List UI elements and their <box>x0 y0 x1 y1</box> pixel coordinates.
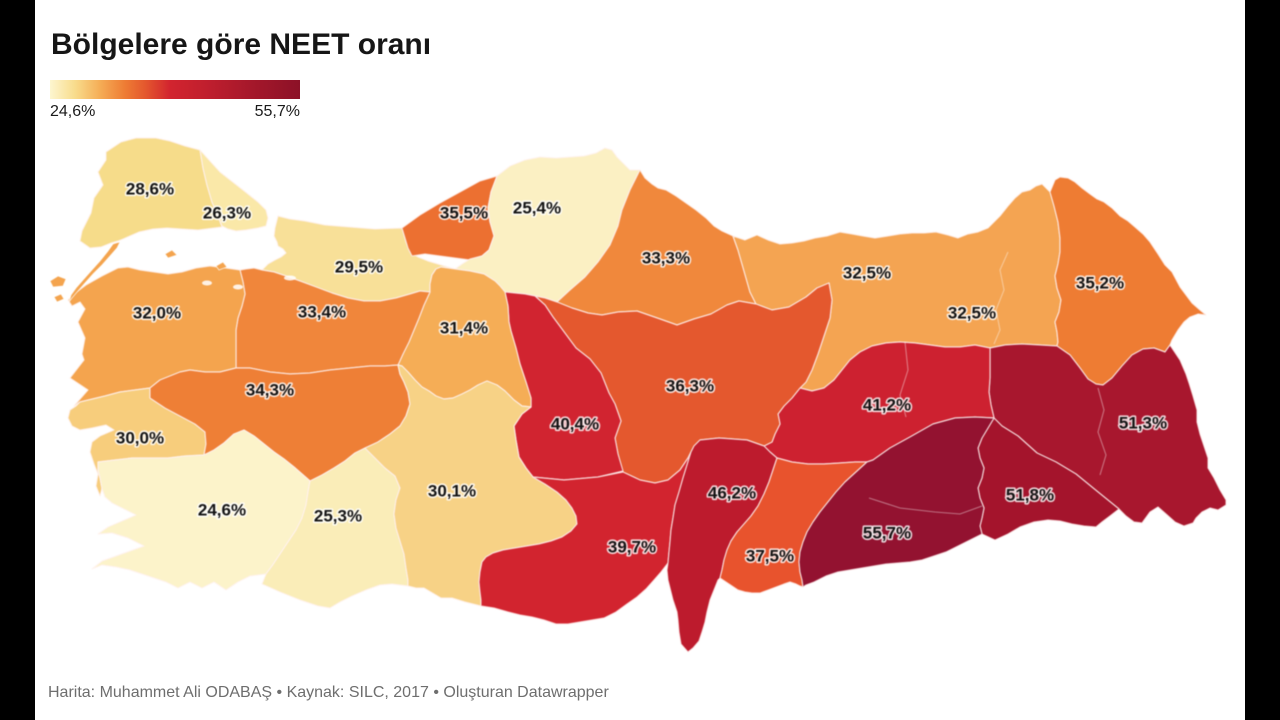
svg-text:33,3%: 33,3% <box>642 249 690 268</box>
svg-text:30,1%: 30,1% <box>428 482 476 501</box>
svg-text:32,5%: 32,5% <box>948 304 996 323</box>
svg-text:33,4%: 33,4% <box>298 303 346 322</box>
svg-text:35,5%: 35,5% <box>440 204 488 223</box>
svg-text:31,4%: 31,4% <box>440 319 488 338</box>
svg-text:24,6%: 24,6% <box>198 501 246 520</box>
svg-text:36,3%: 36,3% <box>666 377 714 396</box>
svg-text:25,4%: 25,4% <box>513 199 561 218</box>
svg-text:39,7%: 39,7% <box>608 538 656 557</box>
svg-text:55,7%: 55,7% <box>863 524 911 543</box>
svg-text:28,6%: 28,6% <box>126 180 174 199</box>
svg-text:29,5%: 29,5% <box>335 258 383 277</box>
svg-text:32,0%: 32,0% <box>133 304 181 323</box>
svg-text:26,3%: 26,3% <box>203 204 251 223</box>
svg-text:46,2%: 46,2% <box>708 484 756 503</box>
svg-text:40,4%: 40,4% <box>551 415 599 434</box>
svg-text:37,5%: 37,5% <box>746 547 794 566</box>
svg-text:25,3%: 25,3% <box>314 507 362 526</box>
svg-text:51,8%: 51,8% <box>1006 486 1054 505</box>
svg-text:30,0%: 30,0% <box>116 429 164 448</box>
svg-text:51,3%: 51,3% <box>1119 414 1167 433</box>
svg-text:41,2%: 41,2% <box>863 396 911 415</box>
svg-text:34,3%: 34,3% <box>246 381 294 400</box>
svg-text:35,2%: 35,2% <box>1076 274 1124 293</box>
svg-text:32,5%: 32,5% <box>843 264 891 283</box>
